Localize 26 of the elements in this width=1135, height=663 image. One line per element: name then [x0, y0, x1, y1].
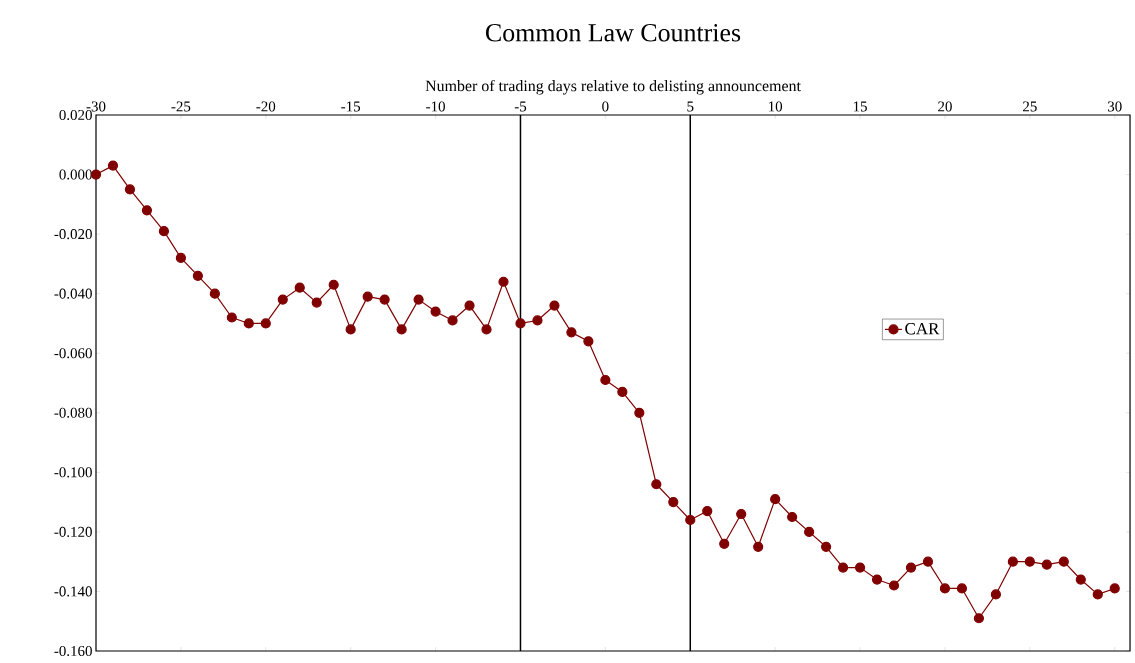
x-tick-label: 20 — [938, 101, 952, 112]
x-tick-label: 0 — [602, 101, 609, 112]
x-tick-label: 5 — [687, 101, 694, 112]
x-tick-label: -10 — [426, 101, 445, 112]
y-tick-label: 0.020 — [59, 109, 92, 121]
x-tick-label: -15 — [341, 101, 361, 112]
y-tick-label: -0.040 — [54, 288, 92, 299]
y-tick-label: -0.060 — [54, 348, 92, 359]
y-tick-label: -0.140 — [54, 586, 92, 597]
x-axis-title: Number of trading days relative to delisting announcement — [425, 79, 801, 95]
x-tick-label: -25 — [171, 101, 191, 112]
y-tick-label: -0.120 — [54, 526, 92, 537]
chart-title: Common Law Countries — [486, 24, 741, 42]
x-tick-label: -20 — [256, 101, 276, 112]
y-tick-label: -0.080 — [54, 407, 92, 418]
y-tick-label: -0.100 — [54, 467, 92, 478]
x-tick-label: -5 — [514, 101, 527, 112]
y-tick-label: -0.020 — [54, 229, 92, 240]
y-tick-label: 0.000 — [59, 169, 92, 180]
legend-label: CAR — [905, 323, 940, 335]
y-tick-label: -0.160 — [54, 645, 92, 657]
x-tick-label: 30 — [1107, 101, 1122, 112]
x-tick-label: 25 — [1023, 101, 1037, 112]
x-tick-label: 15 — [853, 101, 867, 112]
x-tick-label: 10 — [769, 101, 783, 112]
x-tick-label: -30 — [86, 101, 106, 112]
